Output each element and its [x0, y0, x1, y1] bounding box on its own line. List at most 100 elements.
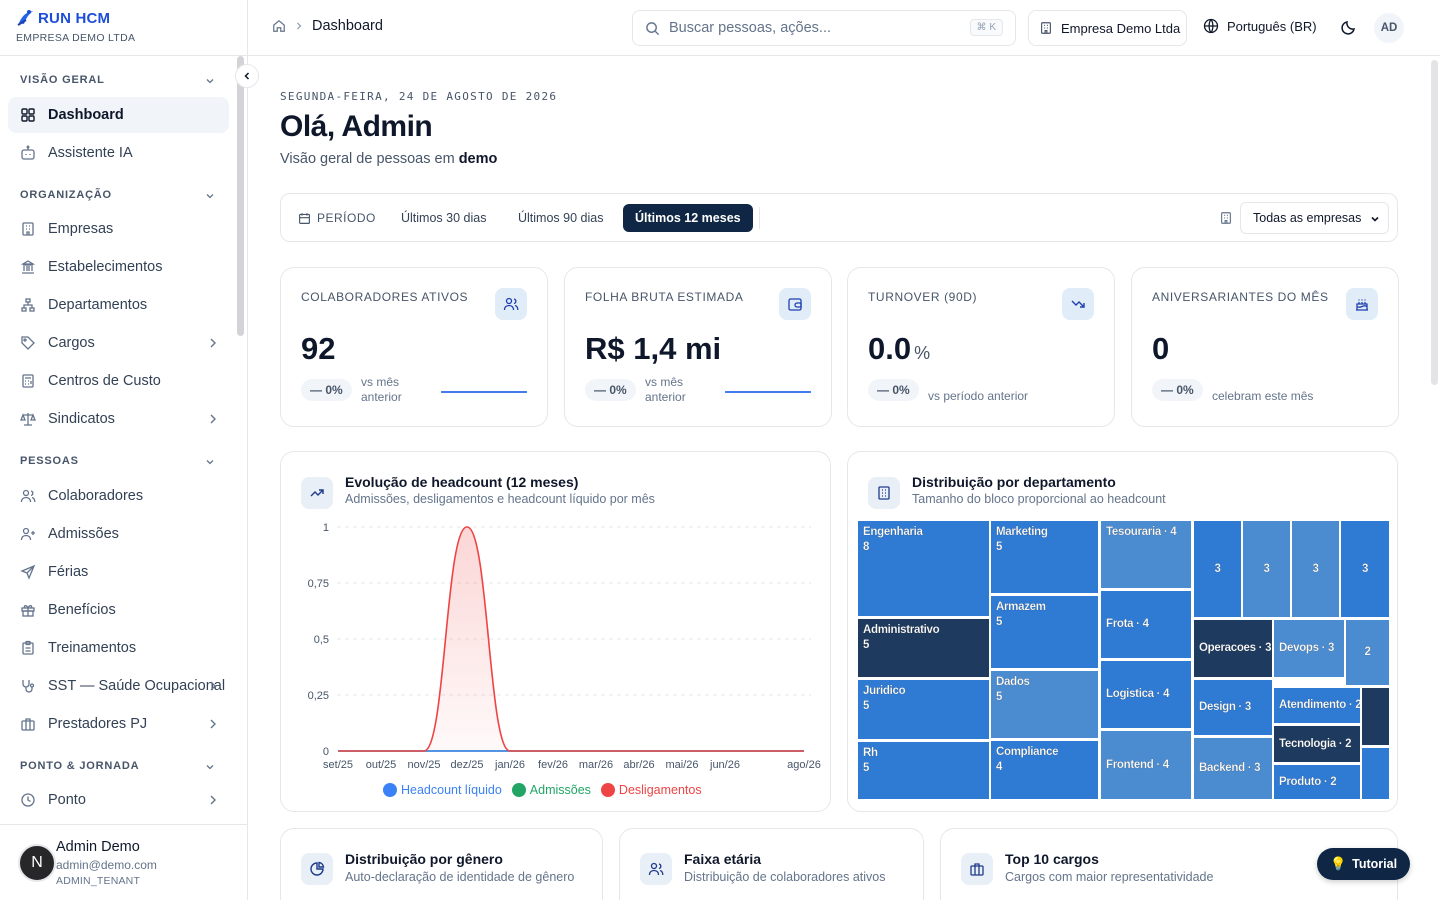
collapse-sidebar-button[interactable]	[235, 64, 259, 88]
sidebar-item-assistente-ia[interactable]: Assistente IA	[8, 135, 229, 171]
top-header: Dashboard Buscar pessoas, ações... ⌘ K E…	[248, 0, 1440, 56]
legend-swatch	[511, 783, 526, 797]
treemap-cell[interactable]: Engenharia 8	[858, 521, 989, 616]
treemap-cell[interactable]: Armazem 5	[991, 596, 1098, 668]
period-90d-button[interactable]: Últimos 90 dias	[518, 211, 604, 225]
kpi-caption-line: anterior	[645, 390, 686, 404]
sidebar-item-sindicatos[interactable]: Sindicatos	[8, 401, 229, 437]
moon-icon[interactable]	[1340, 18, 1358, 36]
sidebar-item-treinamentos[interactable]: Treinamentos	[8, 630, 229, 666]
sidebar-item-cargos[interactable]: Cargos	[8, 325, 229, 361]
tutorial-button[interactable]: 💡 Tutorial	[1317, 848, 1410, 880]
company-switcher-button[interactable]: Empresa Demo Ltda	[1028, 10, 1187, 46]
section-organizacao[interactable]: ORGANIZAÇÃO	[20, 189, 112, 201]
section-visao-geral[interactable]: VISÃO GERAL	[20, 74, 105, 86]
sidebar-item-beneficios[interactable]: Benefícios	[8, 592, 229, 628]
sidebar-item-ponto[interactable]: Ponto	[8, 782, 229, 818]
treemap-cell[interactable]: Design · 3	[1194, 680, 1272, 735]
treemap-cell[interactable]: 2	[1346, 620, 1389, 685]
chevron-down-icon	[1371, 216, 1379, 222]
treemap-cell[interactable]: 3	[1292, 521, 1339, 617]
briefcase-icon	[961, 853, 993, 885]
chevron-down-icon[interactable]	[205, 457, 215, 467]
treemap-cell[interactable]: Atendimento · 2	[1274, 688, 1360, 723]
legend-swatch	[600, 783, 615, 797]
y-tick-label: 0	[323, 746, 329, 758]
treemap-cell[interactable]: 3	[1341, 521, 1389, 617]
legend-item[interactable]: Admissões	[511, 783, 591, 797]
kpi-turnover[interactable]: TURNOVER (90D) 0.0% — 0% vs período ante…	[847, 267, 1115, 427]
chart-legend: Headcount líquido Admissões Desligamento…	[383, 783, 702, 797]
treemap-cell[interactable]: Rh 5	[858, 742, 989, 799]
treemap-cell[interactable]	[1362, 748, 1389, 799]
treemap-cell[interactable]: 3	[1243, 521, 1290, 617]
treemap-cell[interactable]: Juridico 5	[858, 680, 989, 739]
sidebar-item-ferias[interactable]: Férias	[8, 554, 229, 590]
treemap-cell[interactable]: 3	[1194, 521, 1241, 617]
kpi-value: R$ 1,4 mi	[585, 331, 722, 366]
cell-value: 5	[996, 616, 1003, 628]
legend-item[interactable]: Headcount líquido	[383, 783, 502, 797]
treemap-cell[interactable]: Produto · 2	[1274, 765, 1360, 799]
brand[interactable]: RUN HCM EMPRESA DEMO LTDA	[16, 8, 135, 45]
main-scrollbar[interactable]	[1431, 60, 1438, 385]
legend-item[interactable]: Desligamentos	[600, 783, 702, 797]
treemap-cell[interactable]: Backend · 3	[1194, 738, 1272, 799]
sidebar-item-dashboard[interactable]: Dashboard	[8, 97, 229, 133]
chevron-down-icon[interactable]	[205, 762, 215, 772]
sidebar-item-prestadores-pj[interactable]: Prestadores PJ	[8, 706, 229, 742]
treemap-cell[interactable]: Logistica · 4	[1101, 661, 1191, 728]
treemap-cell[interactable]: Frontend · 4	[1101, 731, 1191, 799]
treemap-cell[interactable]: Marketing 5	[991, 521, 1098, 593]
headcount-chart[interactable]: 0 0,25 0,5 0,75 1 set/25 out/25 nov/25 dez/25 jan…	[281, 452, 831, 782]
sidebar-item-label: Centros de Custo	[48, 373, 161, 389]
language-selector[interactable]: Português (BR)	[1203, 18, 1317, 34]
brand-logo: RUN HCM	[16, 8, 135, 28]
tenant-name: demo	[458, 151, 498, 167]
treemap-cell[interactable]: Devops · 3	[1274, 620, 1344, 677]
company-name: Empresa Demo Ltda	[1061, 20, 1181, 36]
legend-label: Admissões	[529, 783, 591, 797]
kpi-caption: celebram este mês	[1212, 389, 1314, 403]
chevron-down-icon[interactable]	[205, 76, 215, 86]
chevron-right-icon	[210, 719, 216, 729]
treemap-cell[interactable]: Frota · 4	[1101, 591, 1191, 658]
treemap-cell[interactable]: Administrativo 5	[858, 619, 989, 677]
user-menu[interactable]: N Admin Demo admin@demo.com ADMIN_TENANT	[0, 824, 247, 900]
kpi-aniversariantes[interactable]: ANIVERSARIANTES DO MÊS 0 — 0% celebram e…	[1131, 267, 1399, 427]
user-plus-icon	[20, 527, 35, 541]
sidebar-item-empresas[interactable]: Empresas	[8, 211, 229, 247]
kpi-sparkline	[725, 391, 811, 393]
cell-value: 8	[863, 541, 870, 553]
treemap-cell[interactable]: Tesouraria · 4	[1101, 521, 1191, 588]
search-input[interactable]: Buscar pessoas, ações... ⌘ K	[632, 10, 1016, 46]
building-icon	[868, 477, 900, 509]
period-12m-button[interactable]: Últimos 12 meses	[623, 204, 753, 232]
sidebar-item-colaboradores[interactable]: Colaboradores	[8, 478, 229, 514]
sidebar-scrollbar[interactable]	[237, 56, 244, 336]
bot-icon	[21, 145, 35, 160]
sidebar-item-estabelecimentos[interactable]: Estabelecimentos	[8, 249, 229, 285]
treemap-cell[interactable]: Dados 5	[991, 671, 1098, 738]
section-pessoas[interactable]: PESSOAS	[20, 455, 79, 467]
chevron-down-icon[interactable]	[205, 191, 215, 201]
home-icon[interactable]	[272, 19, 286, 33]
y-tick-label: 1	[323, 522, 329, 534]
sidebar-item-label: Ponto	[48, 792, 86, 808]
treemap-cell[interactable]	[1362, 688, 1389, 745]
scale-icon	[20, 413, 36, 426]
section-ponto-jornada[interactable]: PONTO & JORNADA	[20, 760, 140, 772]
kpi-folha-bruta[interactable]: FOLHA BRUTA ESTIMADA R$ 1,4 mi — 0% vs m…	[564, 267, 832, 427]
cell-label: Marketing	[996, 526, 1048, 538]
company-filter-select[interactable]: Todas as empresas	[1240, 202, 1389, 234]
sidebar-item-departamentos[interactable]: Departamentos	[8, 287, 229, 323]
avatar[interactable]: AD	[1374, 13, 1404, 43]
sidebar-item-admissoes[interactable]: Admissões	[8, 516, 229, 552]
treemap-cell[interactable]: Operacoes · 3	[1194, 620, 1272, 677]
treemap-cell[interactable]: Compliance 4	[991, 741, 1098, 799]
sidebar-item-sst[interactable]: SST — Saúde Ocupacional	[8, 668, 229, 704]
period-30d-button[interactable]: Últimos 30 dias	[401, 211, 487, 225]
sidebar-item-centros-de-custo[interactable]: Centros de Custo	[8, 363, 229, 399]
kpi-colaboradores-ativos[interactable]: COLABORADORES ATIVOS 92 — 0% vs mês anter…	[280, 267, 548, 427]
treemap-cell[interactable]: Tecnologia · 2	[1274, 726, 1360, 762]
